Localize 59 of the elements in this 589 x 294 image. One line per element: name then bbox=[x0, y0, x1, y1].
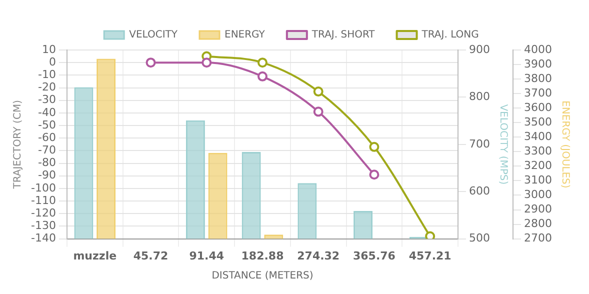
point bbox=[369, 170, 380, 180]
y-tick-label: -110 bbox=[30, 194, 56, 207]
y2-tick-label: 700 bbox=[469, 137, 490, 150]
y-tick-label: -80 bbox=[38, 156, 56, 170]
y3-tick-label: 2900 bbox=[524, 202, 552, 216]
y3-tick-label: 3700 bbox=[524, 86, 552, 100]
y3-tick-label: 3500 bbox=[524, 115, 552, 128]
point bbox=[313, 106, 324, 117]
y-tick-label: -10 bbox=[38, 68, 56, 82]
legend-label: ENERGY bbox=[224, 30, 266, 41]
y3-tick-label: 3800 bbox=[524, 72, 552, 85]
legend-label: TRAJ. LONG bbox=[420, 30, 479, 41]
y-tick-label: -20 bbox=[38, 80, 56, 94]
y2-tick-label: 900 bbox=[469, 42, 490, 56]
point bbox=[257, 58, 268, 68]
y-tick-label: 10 bbox=[42, 42, 56, 56]
x-tick-label: 91.44 bbox=[189, 249, 224, 262]
y2-tick-label: 800 bbox=[469, 90, 490, 104]
y3-tick-label: 3400 bbox=[524, 130, 552, 143]
y3-tick-label: 3100 bbox=[524, 174, 552, 187]
x-tick-label: 457.21 bbox=[408, 249, 452, 262]
y3-axis-title: ENERGY (JOULES) bbox=[559, 100, 570, 188]
y3-tick-label: 3900 bbox=[524, 57, 552, 70]
y3-tick-label: 4000 bbox=[524, 42, 552, 56]
y-tick-label: -30 bbox=[38, 93, 56, 106]
y3-tick-label: 3600 bbox=[524, 100, 552, 114]
point bbox=[146, 58, 156, 68]
y-tick-label: -50 bbox=[38, 118, 56, 132]
y2-tick-label: 600 bbox=[469, 184, 490, 198]
x-tick-label: 365.76 bbox=[352, 249, 396, 262]
x-tick-label: 182.88 bbox=[241, 249, 284, 262]
y-tick-label: -70 bbox=[38, 144, 56, 157]
y-tick-label: -130 bbox=[30, 219, 56, 232]
y2-tick-label: 500 bbox=[469, 232, 490, 245]
point bbox=[369, 142, 380, 152]
x-tick-label: 274.32 bbox=[297, 249, 340, 262]
y-axis-title: TRAJECTORY (CM) bbox=[12, 100, 24, 190]
legend-label: TRAJ. SHORT bbox=[310, 30, 376, 41]
y3-tick-label: 3200 bbox=[524, 159, 552, 172]
y3-tick-label: 2800 bbox=[524, 217, 552, 230]
y-tick-label: 0 bbox=[48, 55, 56, 68]
y3-tick-label: 3000 bbox=[524, 188, 552, 202]
y-tick-label: -60 bbox=[38, 130, 56, 144]
y3-tick-label: 3300 bbox=[524, 144, 552, 158]
point bbox=[425, 231, 436, 239]
legend-label: VELOCITY bbox=[129, 30, 178, 41]
y-tick-label: -120 bbox=[30, 206, 56, 220]
point bbox=[257, 71, 268, 82]
point bbox=[202, 58, 212, 68]
x-tick-label: muzzle bbox=[73, 249, 117, 262]
y2-axis-title: VELOCITY (MPS) bbox=[497, 104, 508, 185]
y-tick-label: -100 bbox=[30, 181, 56, 194]
y3-tick-label: 2700 bbox=[524, 232, 552, 245]
x-axis-title: DISTANCE (METERS) bbox=[212, 270, 314, 282]
y-tick-label: -90 bbox=[38, 168, 56, 182]
y-tick-label: -40 bbox=[38, 106, 56, 119]
y-tick-label: -140 bbox=[30, 232, 56, 245]
point bbox=[313, 86, 324, 97]
x-tick-label: 45.72 bbox=[133, 249, 168, 262]
